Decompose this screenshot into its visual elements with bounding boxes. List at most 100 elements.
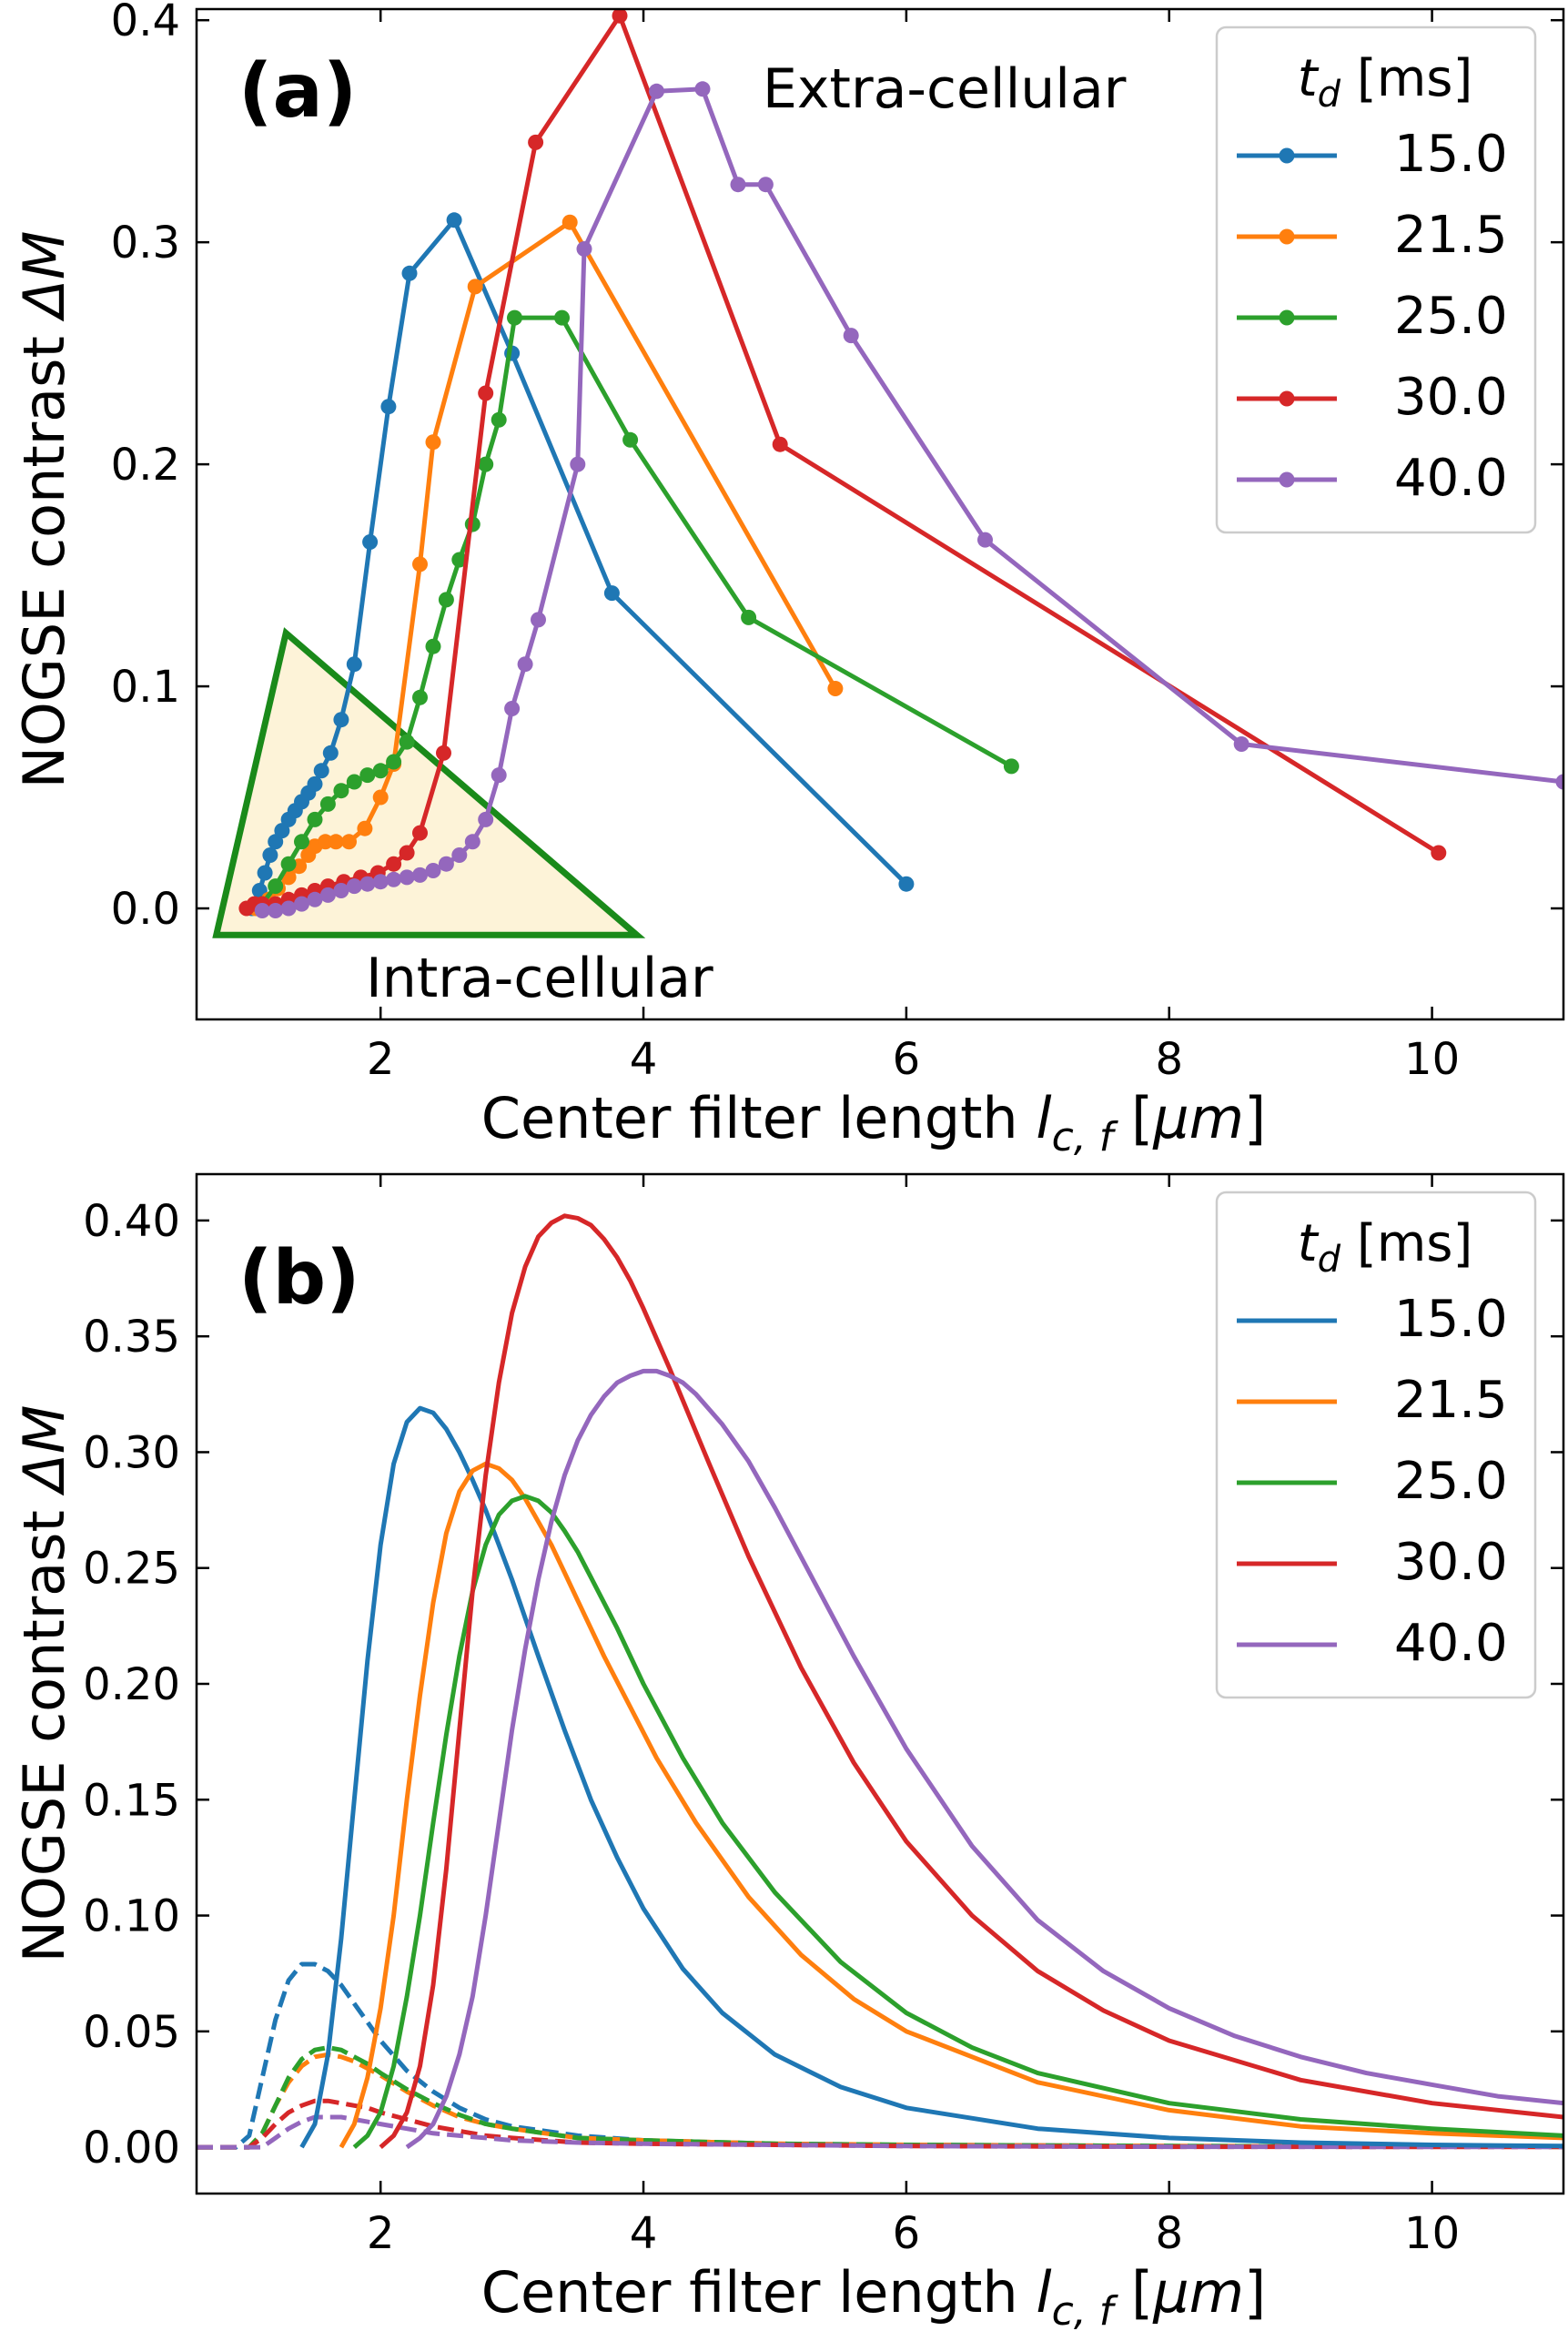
data-point — [554, 309, 570, 326]
dashed-series-line — [197, 2114, 1563, 2150]
series-line — [299, 1405, 1563, 2149]
series-line — [339, 1461, 1563, 2149]
data-point — [425, 638, 441, 654]
data-point — [561, 214, 578, 230]
data-point — [322, 745, 339, 761]
data-point — [827, 681, 844, 696]
x-axis-label-b: Center filter length lc, f [μm] — [481, 2259, 1267, 2331]
y-tick-label: 0.05 — [83, 2007, 180, 2058]
data-point — [517, 656, 533, 673]
data-point — [359, 876, 376, 892]
data-point — [438, 856, 454, 872]
data-point — [280, 900, 297, 917]
x-tick-label: 2 — [367, 1034, 395, 1085]
data-point — [372, 874, 389, 890]
data-point — [254, 903, 270, 918]
legend-label: 40.0 — [1394, 449, 1508, 508]
data-point — [1003, 758, 1019, 775]
data-point — [436, 745, 451, 761]
legend-a: td [ms] 15.0 21.5 25.0 30.0 40.0 — [1215, 25, 1537, 534]
data-point — [294, 834, 309, 850]
data-point — [622, 431, 639, 448]
data-point — [399, 845, 415, 861]
data-point — [507, 309, 522, 326]
series-a — [238, 9, 1563, 918]
data-point — [362, 534, 379, 550]
data-point — [307, 891, 323, 907]
panel-b: 2 4 6 8 10 0.00 0.05 0.10 0.15 0.20 0.25 0.30 0.35 0.… — [11, 1172, 1565, 2331]
data-point — [333, 712, 349, 728]
data-point — [603, 585, 620, 602]
data-point — [319, 887, 336, 903]
data-point — [380, 399, 397, 415]
legend-marker — [1279, 309, 1295, 326]
x-tick-label: 10 — [1404, 1034, 1460, 1085]
data-point — [1233, 736, 1249, 752]
data-point — [570, 456, 586, 472]
legend-marker — [1279, 228, 1295, 245]
data-point — [467, 279, 483, 295]
data-point — [491, 767, 507, 784]
x-tick-label: 4 — [630, 2208, 658, 2259]
data-point — [478, 385, 494, 401]
data-point — [333, 783, 349, 799]
x-tick-label: 8 — [1155, 2208, 1183, 2259]
legend-label: 15.0 — [1394, 125, 1508, 184]
legend-label: 40.0 — [1394, 1614, 1508, 1673]
y-tick-label: 0.2 — [111, 440, 180, 491]
data-point — [446, 212, 462, 228]
x-tick-label: 4 — [630, 1034, 658, 1085]
data-point — [425, 863, 441, 878]
data-point — [977, 532, 993, 548]
x-tick-label: 6 — [893, 2208, 921, 2259]
data-point — [412, 825, 428, 841]
data-point — [346, 878, 362, 895]
y-axis-label-b: NOGSE contrast ΔM — [11, 1405, 77, 1963]
data-point — [399, 869, 415, 886]
dashed-series-line — [197, 2045, 1563, 2150]
y-tick-label: 0.3 — [111, 218, 180, 269]
data-point — [262, 847, 278, 863]
y-tick-label: 0.25 — [83, 1544, 180, 1595]
data-point — [464, 834, 481, 850]
legend-title: td [ms] — [1298, 49, 1473, 116]
data-point — [757, 177, 774, 193]
ticks-a: 2 4 6 8 10 0.0 0.1 0.2 0.3 0.4 — [111, 0, 1563, 1085]
legend-label: 21.5 — [1394, 1371, 1508, 1430]
data-point — [412, 556, 428, 573]
intra-cellular-triangle — [212, 627, 646, 938]
panel-label-a: (a) — [238, 48, 357, 135]
legend-marker — [1279, 390, 1295, 407]
data-point — [531, 612, 546, 628]
x-tick-label: 6 — [893, 1034, 921, 1085]
legend-label: 30.0 — [1394, 368, 1508, 427]
data-point — [372, 763, 389, 779]
data-point — [333, 883, 349, 898]
data-point — [491, 411, 507, 428]
data-point — [843, 328, 859, 344]
data-point — [412, 867, 428, 883]
data-point — [357, 820, 373, 836]
panel-a: 2 4 6 8 10 0.0 0.1 0.2 0.3 0.4 (a) Extra-cellular… — [11, 0, 1565, 1160]
series-line — [379, 1213, 1563, 2149]
series-clip-group — [197, 1213, 1563, 2150]
data-point — [1431, 845, 1447, 861]
legend-b: td [ms] 15.0 21.5 25.0 30.0 40.0 — [1215, 1191, 1537, 1699]
data-point — [307, 811, 323, 827]
y-tick-label: 0.0 — [111, 884, 180, 935]
legend-label: 15.0 — [1394, 1290, 1508, 1349]
data-point — [438, 592, 454, 608]
y-tick-label: 0.20 — [83, 1659, 180, 1710]
series-line — [352, 1494, 1563, 2149]
legend-label: 30.0 — [1394, 1533, 1508, 1592]
data-point — [451, 552, 468, 568]
y-tick-label: 0.35 — [83, 1312, 180, 1363]
data-point — [401, 265, 418, 281]
data-point — [741, 609, 757, 625]
y-tick-label: 0.40 — [83, 1196, 180, 1247]
data-point — [528, 134, 544, 150]
series-clip-group — [238, 9, 1563, 918]
data-point — [451, 847, 468, 863]
data-point — [257, 865, 273, 881]
legend-label: 25.0 — [1394, 287, 1508, 346]
